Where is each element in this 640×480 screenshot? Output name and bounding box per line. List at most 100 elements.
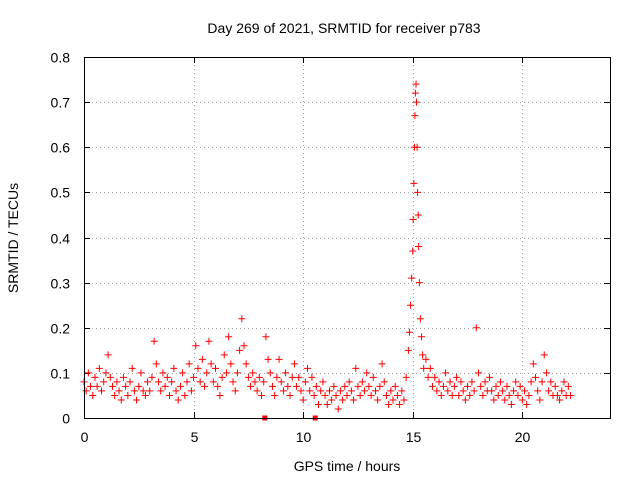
y-axis-label: SRMTID / TECUs xyxy=(5,183,21,293)
data-point xyxy=(165,391,173,399)
y-tick-label: 0.2 xyxy=(51,321,71,337)
data-point xyxy=(194,364,202,372)
data-point xyxy=(391,382,399,390)
data-point xyxy=(553,391,561,399)
data-point xyxy=(455,391,463,399)
data-point xyxy=(117,396,125,404)
data-point xyxy=(374,396,382,404)
data-point xyxy=(181,391,189,399)
data-point xyxy=(551,382,559,390)
data-point xyxy=(187,387,195,395)
x-tick-label: 5 xyxy=(191,429,199,445)
data-point xyxy=(297,387,305,395)
data-point xyxy=(255,373,263,381)
data-point xyxy=(141,391,149,399)
data-point xyxy=(556,396,564,404)
data-point xyxy=(560,378,568,386)
data-point xyxy=(319,378,327,386)
data-point xyxy=(439,382,447,390)
data-point xyxy=(514,391,522,399)
x-tick-label: 10 xyxy=(296,429,312,445)
data-point xyxy=(350,396,358,404)
data-point xyxy=(336,387,344,395)
y-tick-label: 0.3 xyxy=(51,276,71,292)
data-point xyxy=(496,378,504,386)
data-point xyxy=(144,378,152,386)
data-point xyxy=(301,378,309,386)
data-point xyxy=(412,98,420,106)
data-point xyxy=(402,373,410,381)
data-point xyxy=(295,373,303,381)
data-point xyxy=(236,346,244,354)
data-point xyxy=(95,364,103,372)
x-axis-label: GPS time / hours xyxy=(294,458,401,474)
data-point xyxy=(91,373,99,381)
data-point xyxy=(412,80,420,88)
data-point xyxy=(148,373,156,381)
data-point xyxy=(414,188,422,196)
data-point xyxy=(104,351,112,359)
data-point xyxy=(137,369,145,377)
data-point xyxy=(564,382,572,390)
data-point xyxy=(534,387,542,395)
data-point xyxy=(242,360,250,368)
data-point xyxy=(389,396,397,404)
data-point xyxy=(190,373,198,381)
data-point xyxy=(475,369,482,377)
data-point xyxy=(201,382,209,390)
data-point xyxy=(286,391,294,399)
data-point xyxy=(93,382,101,390)
data-point xyxy=(437,391,445,399)
data-point xyxy=(352,364,360,372)
data-point xyxy=(481,378,489,386)
y-tick-label: 0.5 xyxy=(51,185,71,201)
data-point xyxy=(279,387,287,395)
data-point xyxy=(260,378,268,386)
data-point xyxy=(106,373,114,381)
y-tick-label: 0.7 xyxy=(51,95,71,111)
data-point xyxy=(229,378,237,386)
data-point xyxy=(393,391,401,399)
data-point xyxy=(111,391,119,399)
data-point xyxy=(233,369,241,377)
data-point xyxy=(365,382,373,390)
data-point xyxy=(220,351,228,359)
data-point xyxy=(538,378,546,386)
data-point xyxy=(238,315,246,323)
data-point xyxy=(113,378,121,386)
data-point xyxy=(542,369,550,377)
data-point xyxy=(133,396,141,404)
data-point xyxy=(459,387,467,395)
data-point xyxy=(203,369,211,377)
data-point xyxy=(308,373,316,381)
data-point xyxy=(176,382,184,390)
data-point xyxy=(448,391,456,399)
x-tick-label: 0 xyxy=(81,429,89,445)
data-point xyxy=(209,378,217,386)
data-point xyxy=(323,400,331,408)
data-points xyxy=(80,80,575,421)
data-point xyxy=(271,391,279,399)
data-point xyxy=(339,396,347,404)
data-point xyxy=(214,382,222,390)
data-point xyxy=(422,355,430,363)
data-point xyxy=(385,400,393,408)
y-tick-label: 0.1 xyxy=(51,366,71,382)
data-point xyxy=(411,112,419,120)
data-point xyxy=(450,382,458,390)
data-point xyxy=(494,391,502,399)
data-point xyxy=(192,342,200,350)
data-point xyxy=(431,373,439,381)
data-point xyxy=(87,382,95,390)
y-tick-label: 0 xyxy=(62,411,70,427)
data-point xyxy=(510,387,518,395)
data-point xyxy=(306,387,314,395)
y-tick-label: 0.8 xyxy=(51,50,71,66)
data-point xyxy=(378,360,386,368)
data-point xyxy=(499,387,507,395)
data-point xyxy=(485,373,493,381)
data-point xyxy=(472,324,480,332)
data-point xyxy=(545,387,553,395)
data-point xyxy=(398,387,406,395)
data-point xyxy=(405,328,413,336)
